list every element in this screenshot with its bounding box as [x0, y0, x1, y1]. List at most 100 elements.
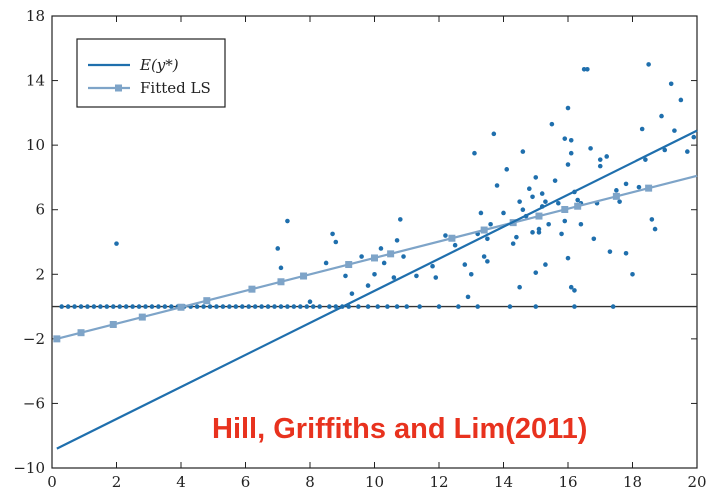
data-point: [536, 226, 542, 232]
x-tick-label: 12: [429, 473, 448, 491]
data-point: [649, 217, 655, 222]
data-point: [156, 304, 161, 309]
data-point: [291, 304, 297, 309]
data-point: [275, 246, 281, 251]
data-point: [597, 157, 603, 162]
data-point: [585, 66, 590, 72]
data-point: [278, 304, 284, 309]
data-point: [233, 304, 239, 309]
fitted-ls-marker: [203, 297, 211, 305]
fitted-ls-marker: [53, 335, 61, 343]
data-point: [433, 275, 439, 280]
data-point: [559, 231, 564, 237]
fitted-ls-marker: [371, 254, 378, 262]
data-point: [565, 255, 571, 261]
fitted-ls-marker: [300, 272, 308, 280]
data-point: [552, 178, 558, 183]
data-point: [662, 147, 668, 153]
data-point: [310, 304, 316, 309]
data-point: [136, 304, 142, 309]
fitted-ls-marker: [138, 313, 146, 321]
fitted-ls-marker: [77, 329, 85, 337]
data-point: [514, 234, 519, 240]
data-point: [452, 242, 458, 248]
data-point: [507, 304, 513, 309]
data-point: [252, 304, 258, 309]
data-point: [456, 304, 461, 309]
data-point: [478, 210, 484, 216]
data-point: [307, 299, 313, 305]
data-point: [285, 304, 290, 309]
data-point: [659, 113, 664, 119]
data-point: [565, 105, 571, 111]
data-point: [572, 304, 577, 309]
fitted-ls-marker: [574, 202, 582, 210]
data-point: [91, 304, 97, 309]
legend-box: [76, 38, 226, 108]
fitted-ls-marker: [177, 303, 185, 311]
data-point: [485, 259, 490, 264]
legend-label-expected: E(y*): [139, 56, 179, 74]
data-point: [678, 97, 684, 103]
data-point: [333, 304, 339, 309]
legend-swatch-fitted-marker: [115, 84, 122, 92]
data-point: [517, 199, 522, 204]
fitted-ls-marker: [248, 285, 256, 293]
data-point: [356, 304, 361, 309]
data-point: [117, 304, 123, 309]
x-tick-label: 2: [112, 473, 122, 491]
data-point: [623, 251, 629, 256]
y-tick-label: −2: [23, 330, 45, 348]
data-point: [404, 304, 410, 309]
x-tick-label: 14: [494, 473, 513, 491]
data-point: [78, 304, 84, 309]
data-point: [639, 126, 645, 132]
y-tick-label: 6: [35, 201, 45, 219]
data-point: [391, 275, 397, 280]
data-point: [465, 294, 471, 300]
source-annotation: Hill, Griffiths and Lim(2011): [212, 413, 587, 445]
fitted-ls-marker: [612, 192, 620, 200]
data-point: [375, 304, 381, 309]
data-point: [568, 150, 574, 156]
data-point: [530, 194, 535, 200]
data-point: [98, 304, 103, 309]
data-point: [149, 304, 155, 309]
data-point: [610, 304, 616, 309]
data-point: [491, 131, 497, 137]
data-point: [327, 304, 332, 309]
data-point: [343, 273, 348, 279]
data-point: [207, 304, 213, 309]
y-tick-label: 10: [26, 136, 45, 154]
data-point: [630, 271, 635, 277]
data-point: [481, 254, 487, 259]
data-point: [536, 230, 542, 235]
data-point: [85, 304, 90, 309]
data-point: [475, 304, 481, 309]
data-point: [494, 183, 500, 188]
data-point: [365, 304, 371, 309]
data-point: [556, 200, 561, 206]
data-point: [539, 191, 545, 196]
x-tick-label: 6: [241, 473, 251, 491]
data-point: [359, 254, 364, 259]
data-point: [530, 230, 535, 235]
data-point: [272, 304, 277, 309]
data-point: [214, 304, 219, 309]
data-point: [520, 207, 526, 213]
data-point: [597, 163, 603, 169]
data-point: [646, 62, 651, 67]
plot-axes: 0 2 4 6 8 10 12 14 16 18 20 −10 −6 −2 2 6 10 14 18: [13, 7, 706, 491]
data-point: [668, 81, 674, 87]
x-tick-label: 16: [558, 473, 577, 491]
fitted-ls-marker: [645, 184, 653, 192]
data-point: [517, 284, 522, 290]
fitted-ls-marker: [535, 212, 543, 220]
data-point: [239, 304, 245, 309]
data-point: [575, 197, 580, 203]
data-point: [385, 304, 390, 309]
data-point: [227, 304, 232, 309]
data-point: [572, 288, 577, 293]
data-point: [104, 304, 110, 309]
data-point: [472, 150, 477, 156]
